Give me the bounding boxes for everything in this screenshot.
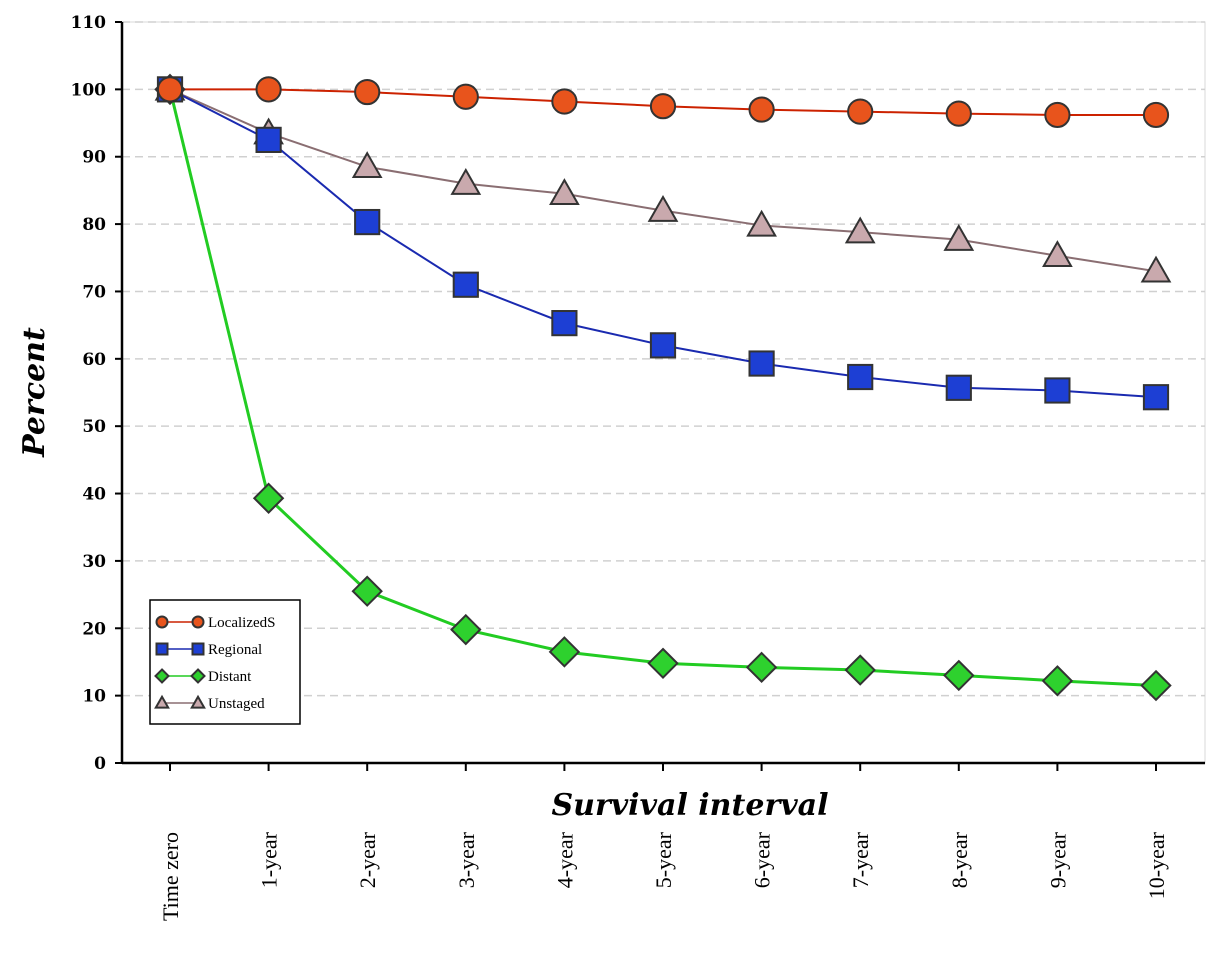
legend-marker bbox=[155, 615, 169, 629]
y-tick-label: 110 bbox=[71, 13, 107, 33]
x-tick-label: 3-year bbox=[454, 831, 479, 888]
legend-label: Distant bbox=[208, 669, 252, 685]
legend-marker bbox=[191, 615, 205, 629]
y-tick-label: 10 bbox=[82, 687, 106, 707]
unstaged-point bbox=[647, 194, 679, 222]
distant-point bbox=[844, 654, 876, 686]
distant-series-line bbox=[168, 89, 1157, 688]
regional-point bbox=[1142, 384, 1170, 411]
localizeds-point bbox=[156, 76, 184, 103]
localizeds-point bbox=[255, 76, 282, 103]
unstaged-point bbox=[943, 223, 975, 251]
y-tick-label: 20 bbox=[82, 619, 106, 639]
y-tick-label: 40 bbox=[82, 485, 106, 505]
series-lines bbox=[154, 73, 1172, 702]
regional-point bbox=[945, 374, 972, 401]
distant-point bbox=[252, 482, 285, 514]
x-tick-label: 9-year bbox=[1045, 831, 1070, 888]
distant-point bbox=[647, 647, 679, 680]
localizeds-point bbox=[945, 100, 972, 127]
y-tick-label: 90 bbox=[82, 148, 106, 168]
regional-point bbox=[255, 126, 282, 153]
localizeds-point bbox=[1142, 101, 1170, 129]
x-tick-label: 8-year bbox=[947, 831, 972, 888]
x-axis-title: Survival interval bbox=[551, 788, 828, 823]
regional-point bbox=[748, 350, 775, 377]
x-tick-label: 4-year bbox=[552, 831, 577, 888]
distant-point bbox=[351, 575, 383, 607]
legend-entry: LocalizedS bbox=[155, 615, 275, 631]
distant-point bbox=[1140, 669, 1172, 702]
legend-label: Regional bbox=[208, 642, 262, 658]
x-tick-label: 10-year bbox=[1144, 831, 1169, 899]
y-tick-label: 60 bbox=[82, 350, 106, 370]
legend-marker bbox=[154, 668, 170, 684]
x-tick-label: 5-year bbox=[651, 831, 676, 888]
y-tick-label: 70 bbox=[82, 282, 106, 302]
x-tick-label: 7-year bbox=[848, 831, 873, 888]
legend-marker bbox=[190, 694, 206, 709]
localizeds-point bbox=[649, 93, 677, 120]
unstaged-point bbox=[844, 216, 876, 244]
legend-marker bbox=[155, 642, 169, 656]
regional-point bbox=[452, 271, 479, 298]
axes: 0 10 20 30 40 50 60 70 80 90 100 110 Time zero 1-year… bbox=[71, 13, 1205, 921]
y-tick-label: 50 bbox=[82, 417, 106, 437]
localizeds-series-markers bbox=[156, 76, 1170, 129]
regional-point bbox=[1044, 377, 1071, 404]
x-tick-label: Time zero bbox=[158, 832, 183, 921]
y-tick-label: 100 bbox=[71, 80, 107, 100]
unstaged-point bbox=[549, 178, 580, 206]
regional-point bbox=[551, 310, 578, 337]
y-tick-label: 0 bbox=[94, 754, 106, 774]
localizeds-point bbox=[847, 98, 874, 125]
x-tick-label: 2-year bbox=[355, 831, 380, 888]
unstaged-point bbox=[1140, 255, 1172, 283]
legend-label: LocalizedS bbox=[208, 615, 275, 631]
unstaged-point bbox=[746, 209, 777, 237]
distant-point bbox=[450, 613, 482, 646]
localizeds-point bbox=[748, 96, 775, 123]
y-tick-label: 30 bbox=[82, 552, 106, 572]
regional-point bbox=[354, 208, 381, 236]
x-tick-label: 1-year bbox=[257, 831, 282, 888]
y-tick-label: 80 bbox=[82, 215, 106, 235]
regional-point bbox=[847, 363, 874, 391]
distant-point bbox=[548, 636, 581, 668]
regional-series-markers bbox=[156, 76, 1170, 411]
localizeds-point bbox=[354, 78, 381, 106]
distant-series-markers bbox=[154, 73, 1172, 702]
distant-point bbox=[943, 659, 975, 692]
regional-point bbox=[649, 332, 677, 359]
legend-entry: Regional bbox=[155, 642, 262, 658]
legend-marker bbox=[191, 642, 205, 656]
unstaged-point bbox=[351, 151, 383, 179]
distant-point bbox=[1041, 665, 1074, 697]
localizeds-point bbox=[551, 88, 578, 115]
legend-marker bbox=[190, 668, 206, 684]
localizeds-point bbox=[1044, 101, 1071, 129]
legend: LocalizedS Regional Distant Unstaged bbox=[149, 599, 301, 725]
distant-point bbox=[745, 651, 778, 684]
unstaged-point bbox=[1042, 240, 1073, 267]
x-tick-label: 6-year bbox=[750, 831, 775, 888]
unstaged-point bbox=[450, 168, 482, 195]
legend-entry: Unstaged bbox=[154, 694, 265, 712]
legend-marker bbox=[154, 694, 170, 709]
y-axis-title: Percent bbox=[17, 327, 52, 458]
legend-label: Unstaged bbox=[208, 696, 265, 712]
legend-entry: Distant bbox=[154, 668, 252, 685]
localizeds-point bbox=[452, 83, 479, 110]
